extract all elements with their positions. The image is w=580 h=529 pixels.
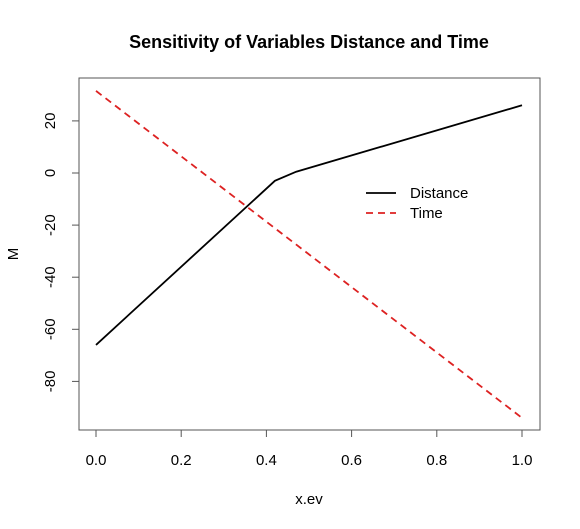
y-axis-label: M <box>5 248 22 261</box>
x-tick-label: 0.8 <box>426 452 447 469</box>
series-line-distance <box>95 104 523 346</box>
y-tick-label: 0 <box>42 169 59 177</box>
x-axis-label: x.ev <box>295 491 323 508</box>
y-tick-label: -40 <box>42 266 59 288</box>
x-tick-label: 0.0 <box>86 452 107 469</box>
legend-label-distance: Distance <box>410 185 468 202</box>
x-tick-label: 1.0 <box>512 452 533 469</box>
x-tick-label: 0.4 <box>256 452 277 469</box>
legend-label-time: Time <box>410 205 443 222</box>
y-axis: 20 0 -20 -40 -60 -80 <box>42 113 80 393</box>
series-layer <box>95 90 523 419</box>
y-tick-label: 20 <box>42 113 59 130</box>
x-axis: 0.0 0.2 0.4 0.6 0.8 1.0 <box>86 429 533 469</box>
y-tick-label: -20 <box>42 214 59 236</box>
x-tick-label: 0.2 <box>171 452 192 469</box>
chart-title: Sensitivity of Variables Distance and Ti… <box>129 32 489 52</box>
y-tick-label: -80 <box>42 371 59 393</box>
x-tick-label: 0.6 <box>341 452 362 469</box>
y-tick-label: -60 <box>42 318 59 340</box>
series-line-time <box>95 90 523 419</box>
legend: Distance Time <box>366 185 468 222</box>
